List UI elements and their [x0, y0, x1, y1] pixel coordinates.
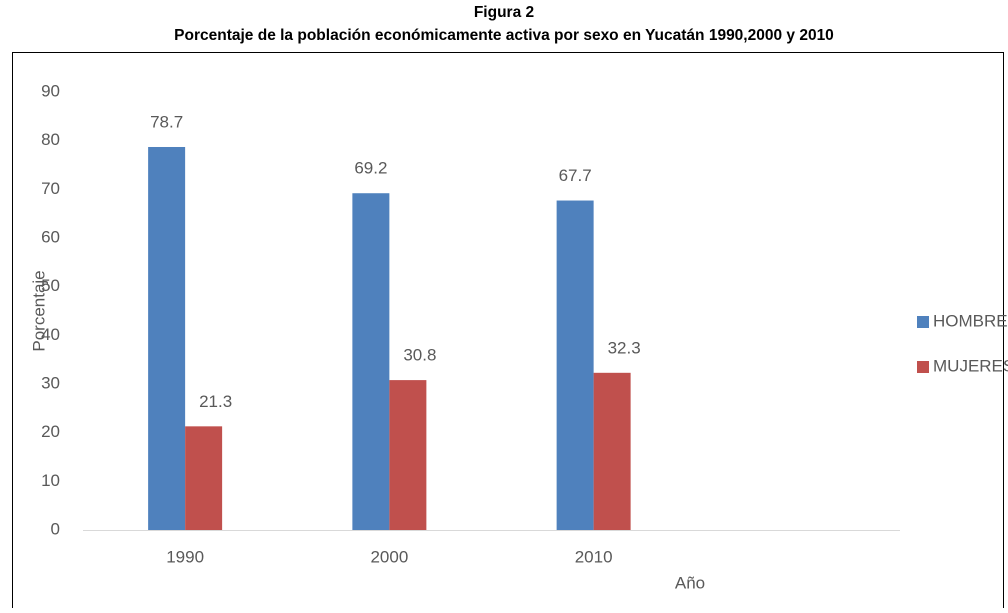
- data-label: 78.7: [150, 112, 183, 131]
- data-label: 67.7: [559, 166, 592, 185]
- data-label: 32.3: [608, 338, 641, 357]
- y-tick-label: 90: [41, 81, 60, 100]
- bar: [148, 146, 186, 530]
- data-label: 30.8: [403, 346, 436, 365]
- x-tick-label: 2010: [575, 547, 613, 566]
- y-tick-label: 80: [41, 130, 60, 149]
- legend-swatch: [917, 361, 929, 373]
- bar: [556, 200, 594, 530]
- y-tick-label: 10: [41, 471, 60, 490]
- bar: [389, 380, 427, 530]
- data-label: 69.2: [354, 159, 387, 178]
- chart-title: Figura 2: [474, 4, 534, 21]
- y-tick-label: 60: [41, 227, 60, 246]
- y-tick-label: 50: [41, 276, 60, 295]
- y-tick-label: 70: [41, 179, 60, 198]
- legend-swatch: [917, 316, 929, 328]
- chart-subtitle: Porcentaje de la población económicament…: [174, 27, 834, 44]
- legend-label: HOMBRES: [933, 311, 1008, 330]
- bar: [185, 426, 223, 530]
- y-tick-label: 20: [41, 422, 60, 441]
- bar: [352, 193, 390, 530]
- y-tick-label: 30: [41, 373, 60, 392]
- bar: [593, 372, 631, 530]
- y-tick-label: 40: [41, 325, 60, 344]
- y-axis-label: Porcentaje: [29, 270, 48, 351]
- x-axis-label: Año: [675, 573, 705, 592]
- x-tick-label: 1990: [166, 547, 204, 566]
- data-label: 21.3: [199, 392, 232, 411]
- x-tick-label: 2000: [370, 547, 408, 566]
- y-tick-label: 0: [51, 519, 60, 538]
- legend-label: MUJERES: [933, 356, 1008, 375]
